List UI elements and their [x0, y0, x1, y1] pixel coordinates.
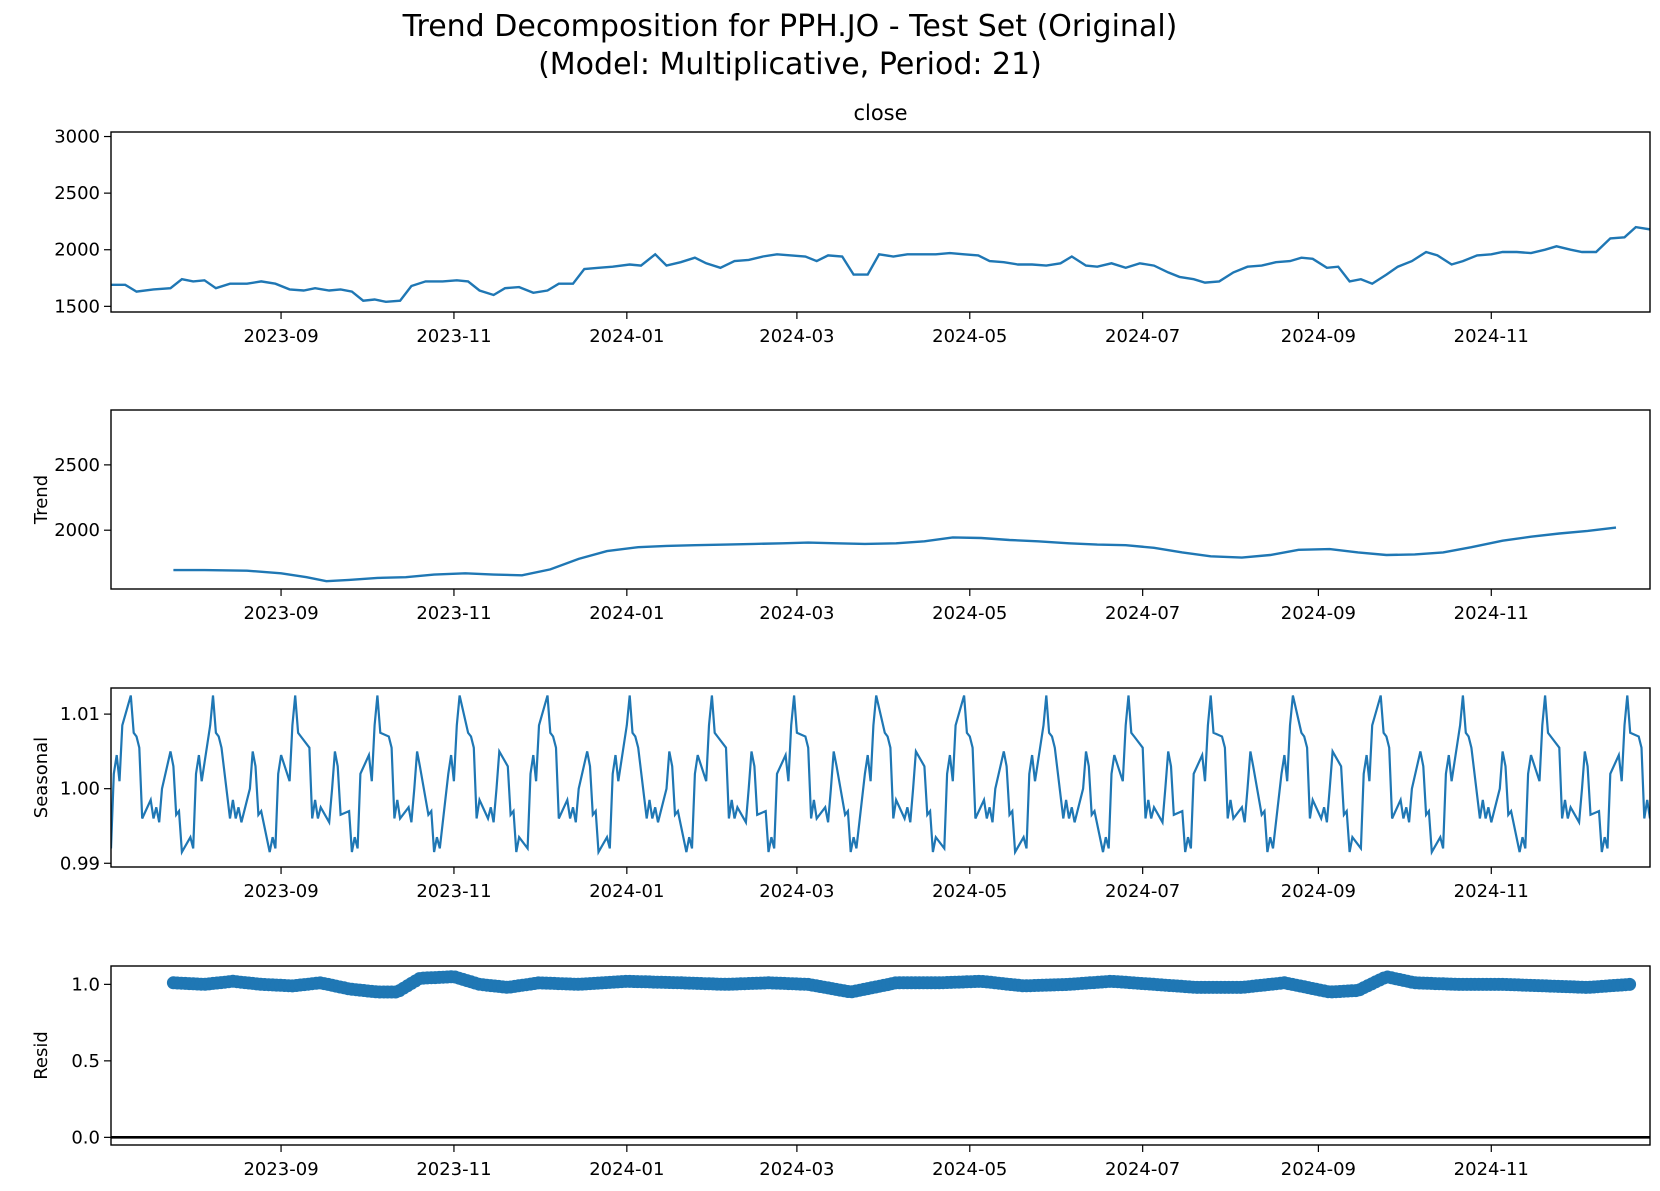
y-tick-label-trend-1: 2500 — [54, 455, 100, 476]
x-tick-label-observed-0: 2023-09 — [243, 326, 318, 347]
x-tick-label-observed-5: 2024-07 — [1105, 326, 1180, 347]
panel-frame-seasonal — [110, 687, 1651, 868]
x-tick-label-resid-1: 2023-11 — [416, 1159, 491, 1180]
y-axis-label-resid: Resid — [31, 1031, 52, 1080]
panel-title-observed: close — [853, 101, 907, 125]
x-tick-label-trend-2: 2024-01 — [589, 603, 664, 624]
resid-point — [1623, 977, 1637, 991]
x-tick-label-trend-6: 2024-09 — [1281, 603, 1356, 624]
x-tick-label-resid-4: 2024-05 — [932, 1159, 1007, 1180]
y-tick-label-seasonal-1: 1.00 — [60, 779, 100, 800]
x-tick-label-seasonal-4: 2024-05 — [932, 881, 1007, 902]
x-tick-label-trend-1: 2023-11 — [416, 603, 491, 624]
x-tick-label-trend-7: 2024-11 — [1454, 603, 1529, 624]
x-tick-label-trend-0: 2023-09 — [243, 603, 318, 624]
x-tick-label-resid-7: 2024-11 — [1454, 1159, 1529, 1180]
y-tick-label-resid-2: 1.0 — [71, 974, 100, 995]
panel-frame-observed — [110, 131, 1651, 313]
x-tick-label-observed-7: 2024-11 — [1454, 326, 1529, 347]
x-tick-label-observed-2: 2024-01 — [589, 326, 664, 347]
x-tick-label-trend-4: 2024-05 — [932, 603, 1007, 624]
chart-subtitle: (Model: Multiplicative, Period: 21) — [538, 47, 1042, 82]
series-line-observed — [111, 225, 1650, 304]
x-tick-label-observed-3: 2024-03 — [759, 326, 834, 347]
series-group-resid — [166, 970, 1637, 999]
series-line-trend — [173, 526, 1617, 583]
x-tick-label-resid-3: 2024-03 — [759, 1159, 834, 1180]
x-tick-label-seasonal-7: 2024-11 — [1454, 881, 1529, 902]
y-tick-label-seasonal-0: 0.99 — [60, 853, 100, 874]
series-group-trend — [173, 526, 1617, 583]
x-tick-label-resid-0: 2023-09 — [243, 1159, 318, 1180]
x-tick-label-seasonal-0: 2023-09 — [243, 881, 318, 902]
x-tick-label-seasonal-6: 2024-09 — [1281, 881, 1356, 902]
series-line-seasonal — [111, 695, 1650, 856]
series-group-observed — [111, 225, 1650, 304]
x-tick-label-observed-6: 2024-09 — [1281, 326, 1356, 347]
x-tick-label-seasonal-2: 2024-01 — [589, 881, 664, 902]
panel-frame-resid — [110, 965, 1651, 1146]
y-axis-label-seasonal: Seasonal — [31, 737, 52, 818]
chart-title: Trend Decomposition for PPH.JO - Test Se… — [402, 9, 1178, 44]
x-tick-label-seasonal-1: 2023-11 — [416, 881, 491, 902]
x-tick-label-observed-1: 2023-11 — [416, 326, 491, 347]
y-tick-label-seasonal-2: 1.01 — [60, 704, 100, 725]
x-tick-label-observed-4: 2024-05 — [932, 326, 1007, 347]
y-tick-label-resid-1: 0.5 — [71, 1051, 100, 1072]
chart-title-block: Trend Decomposition for PPH.JO - Test Se… — [0, 8, 1580, 84]
y-tick-label-observed-3: 3000 — [54, 127, 100, 148]
x-tick-label-trend-3: 2024-03 — [759, 603, 834, 624]
y-tick-label-trend-0: 2000 — [54, 520, 100, 541]
y-tick-label-observed-2: 2500 — [54, 183, 100, 204]
y-tick-label-observed-0: 1500 — [54, 296, 100, 317]
y-tick-label-resid-0: 0.0 — [71, 1127, 100, 1148]
y-tick-label-observed-1: 2000 — [54, 240, 100, 261]
x-tick-label-trend-5: 2024-07 — [1105, 603, 1180, 624]
series-group-seasonal — [111, 695, 1650, 856]
x-tick-label-resid-5: 2024-07 — [1105, 1159, 1180, 1180]
y-axis-label-trend: Trend — [31, 475, 52, 525]
x-tick-label-resid-2: 2024-01 — [589, 1159, 664, 1180]
x-tick-label-seasonal-5: 2024-07 — [1105, 881, 1180, 902]
x-tick-label-seasonal-3: 2024-03 — [759, 881, 834, 902]
x-tick-label-resid-6: 2024-09 — [1281, 1159, 1356, 1180]
panel-frame-trend — [110, 409, 1651, 590]
